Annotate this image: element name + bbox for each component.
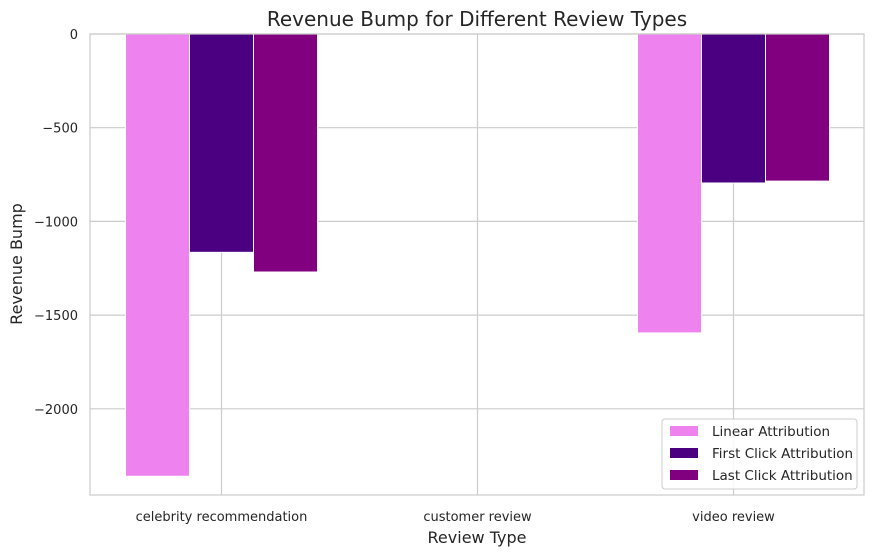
x-tick-label: video review (692, 510, 775, 525)
legend-swatch (670, 448, 698, 458)
bar-first-click-attribution-0 (189, 33, 254, 253)
bar-last-click-attribution-0 (253, 33, 318, 273)
y-axis-label: Revenue Bump (7, 203, 26, 325)
plot-area-frame (89, 33, 865, 496)
y-tick-label: −1000 (34, 215, 78, 230)
y-tick-label: −1500 (34, 309, 78, 324)
y-tick-label: −500 (42, 122, 78, 137)
y-tick-label: −2000 (34, 403, 78, 418)
x-axis-ticks: celebrity recommendation customer review v… (136, 510, 776, 525)
x-tick-label: celebrity recommendation (136, 510, 308, 525)
bar-series (125, 33, 830, 477)
legend-box (661, 418, 858, 490)
bar-linear-attribution-2 (637, 33, 702, 334)
legend-label: Linear Attribution (712, 424, 830, 440)
legend-swatch (670, 470, 698, 480)
x-tick-label: customer review (423, 510, 532, 525)
legend: Linear Attribution First Click Attributio… (661, 418, 858, 490)
legend-swatch (670, 426, 698, 436)
x-axis-label: Review Type (428, 528, 527, 547)
y-tick-label: 0 (70, 28, 78, 43)
legend-label: Last Click Attribution (712, 468, 853, 484)
chart-title: Revenue Bump for Different Review Types (267, 7, 687, 31)
legend-label: First Click Attribution (712, 446, 853, 462)
bar-last-click-attribution-2 (765, 33, 830, 182)
y-axis-ticks: 0 −500 −1000 −1500 −2000 (34, 28, 78, 418)
bar-first-click-attribution-2 (701, 33, 766, 184)
bar-linear-attribution-0 (125, 33, 190, 477)
